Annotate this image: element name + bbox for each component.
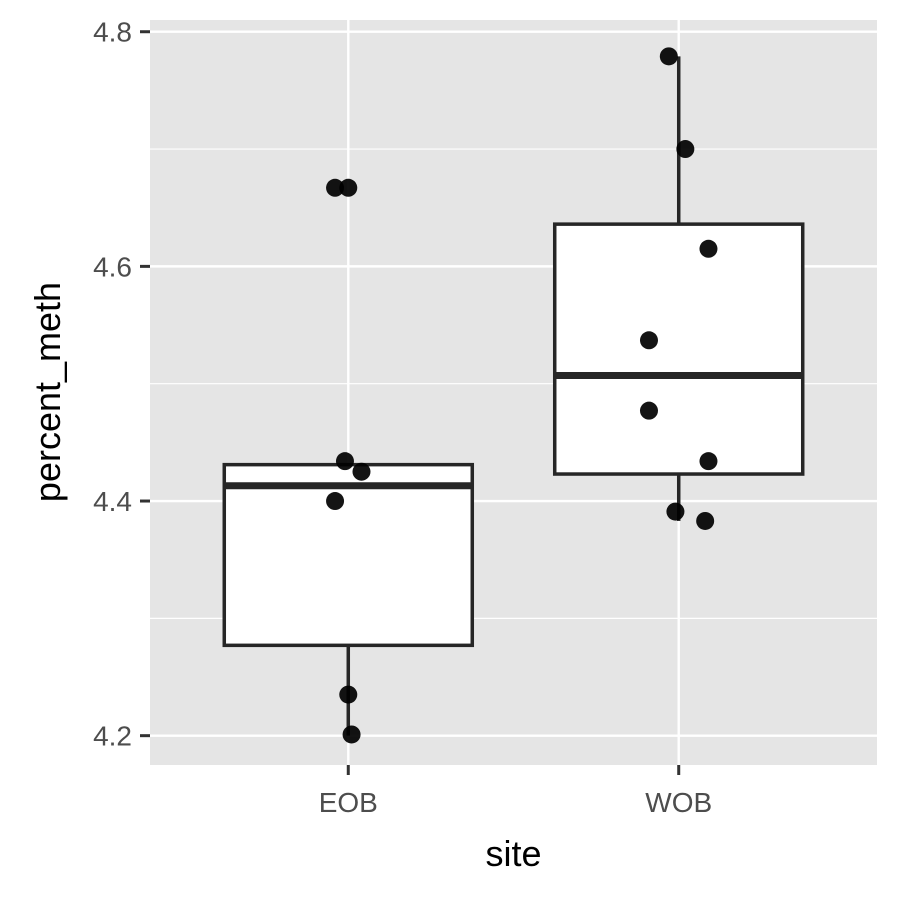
data-point — [326, 492, 345, 511]
data-point — [699, 239, 718, 258]
y-tick-label: 4.8 — [93, 17, 132, 48]
y-tick-label: 4.6 — [93, 251, 132, 282]
data-point — [696, 511, 715, 530]
data-points — [326, 47, 718, 744]
data-point — [666, 502, 685, 521]
data-point — [342, 725, 361, 744]
data-point — [639, 331, 658, 350]
y-tick-label: 4.2 — [93, 721, 132, 752]
y-axis: 4.2 4.4 4.6 4.8 — [93, 17, 150, 752]
data-point — [339, 685, 358, 704]
data-point — [676, 140, 695, 159]
data-point — [339, 178, 358, 197]
data-point — [699, 452, 718, 471]
x-axis-title: site — [485, 833, 541, 874]
y-tick-label: 4.4 — [93, 486, 132, 517]
box-iqr — [222, 462, 475, 648]
data-point — [639, 401, 658, 420]
data-point — [335, 452, 354, 471]
data-point — [352, 462, 371, 481]
x-axis: EOB WOB — [319, 765, 712, 818]
data-point — [659, 47, 678, 66]
x-tick-label: EOB — [319, 787, 378, 818]
data-point — [326, 178, 345, 197]
x-tick-label: WOB — [645, 787, 712, 818]
box-wob — [552, 56, 805, 521]
box-iqr — [552, 222, 805, 476]
y-axis-title: percent_meth — [27, 282, 68, 502]
